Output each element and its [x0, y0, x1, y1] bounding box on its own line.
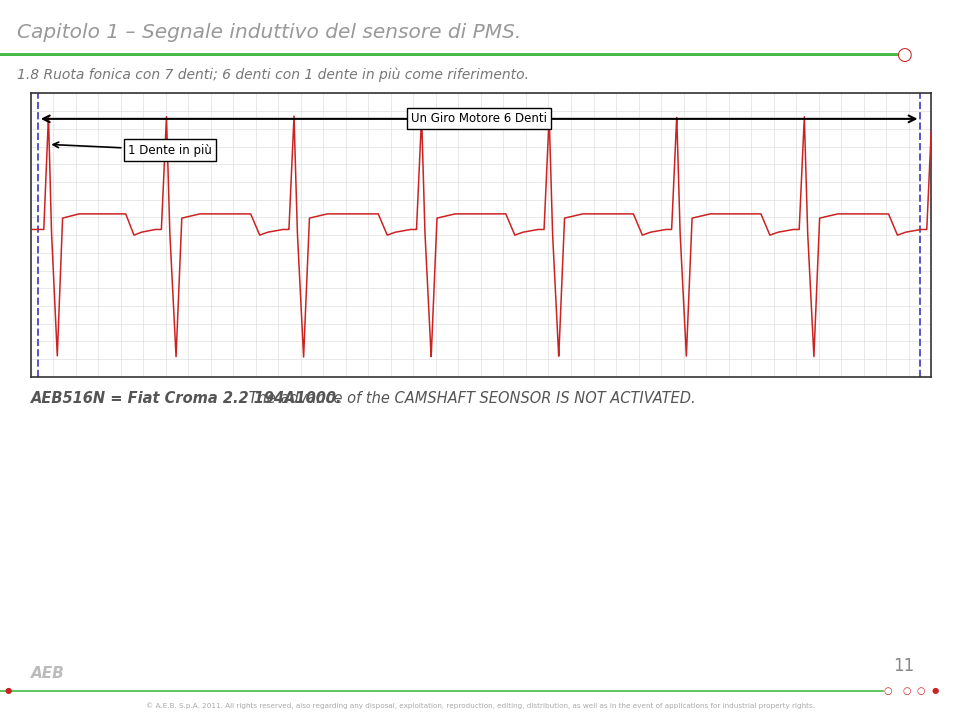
Text: ●: ●: [931, 686, 939, 695]
Text: 11: 11: [893, 657, 914, 675]
Text: ○: ○: [917, 686, 925, 696]
Text: ○: ○: [897, 45, 912, 64]
Text: Capitolo 1 – Segnale induttivo del sensore di PMS.: Capitolo 1 – Segnale induttivo del senso…: [17, 23, 521, 42]
Text: Un Giro Motore 6 Denti: Un Giro Motore 6 Denti: [411, 112, 547, 126]
Text: © A.E.B. S.p.A. 2011. All rights reserved, also regarding any disposal, exploita: © A.E.B. S.p.A. 2011. All rights reserve…: [146, 702, 814, 709]
Text: ●: ●: [5, 686, 12, 695]
Text: AEB: AEB: [31, 666, 64, 681]
Text: AEB516N = Fiat Croma 2.2 194A1000.: AEB516N = Fiat Croma 2.2 194A1000.: [31, 391, 342, 406]
Text: The advance of the CAMSHAFT SEONSOR IS NOT ACTIVATED.: The advance of the CAMSHAFT SEONSOR IS N…: [244, 391, 695, 406]
Text: 1.8 Ruota fonica con 7 denti; 6 denti con 1 dente in più come riferimento.: 1.8 Ruota fonica con 7 denti; 6 denti co…: [17, 67, 529, 82]
Text: 1 Dente in più: 1 Dente in più: [53, 142, 212, 157]
Text: ○: ○: [902, 686, 911, 696]
Text: ○: ○: [883, 686, 892, 696]
